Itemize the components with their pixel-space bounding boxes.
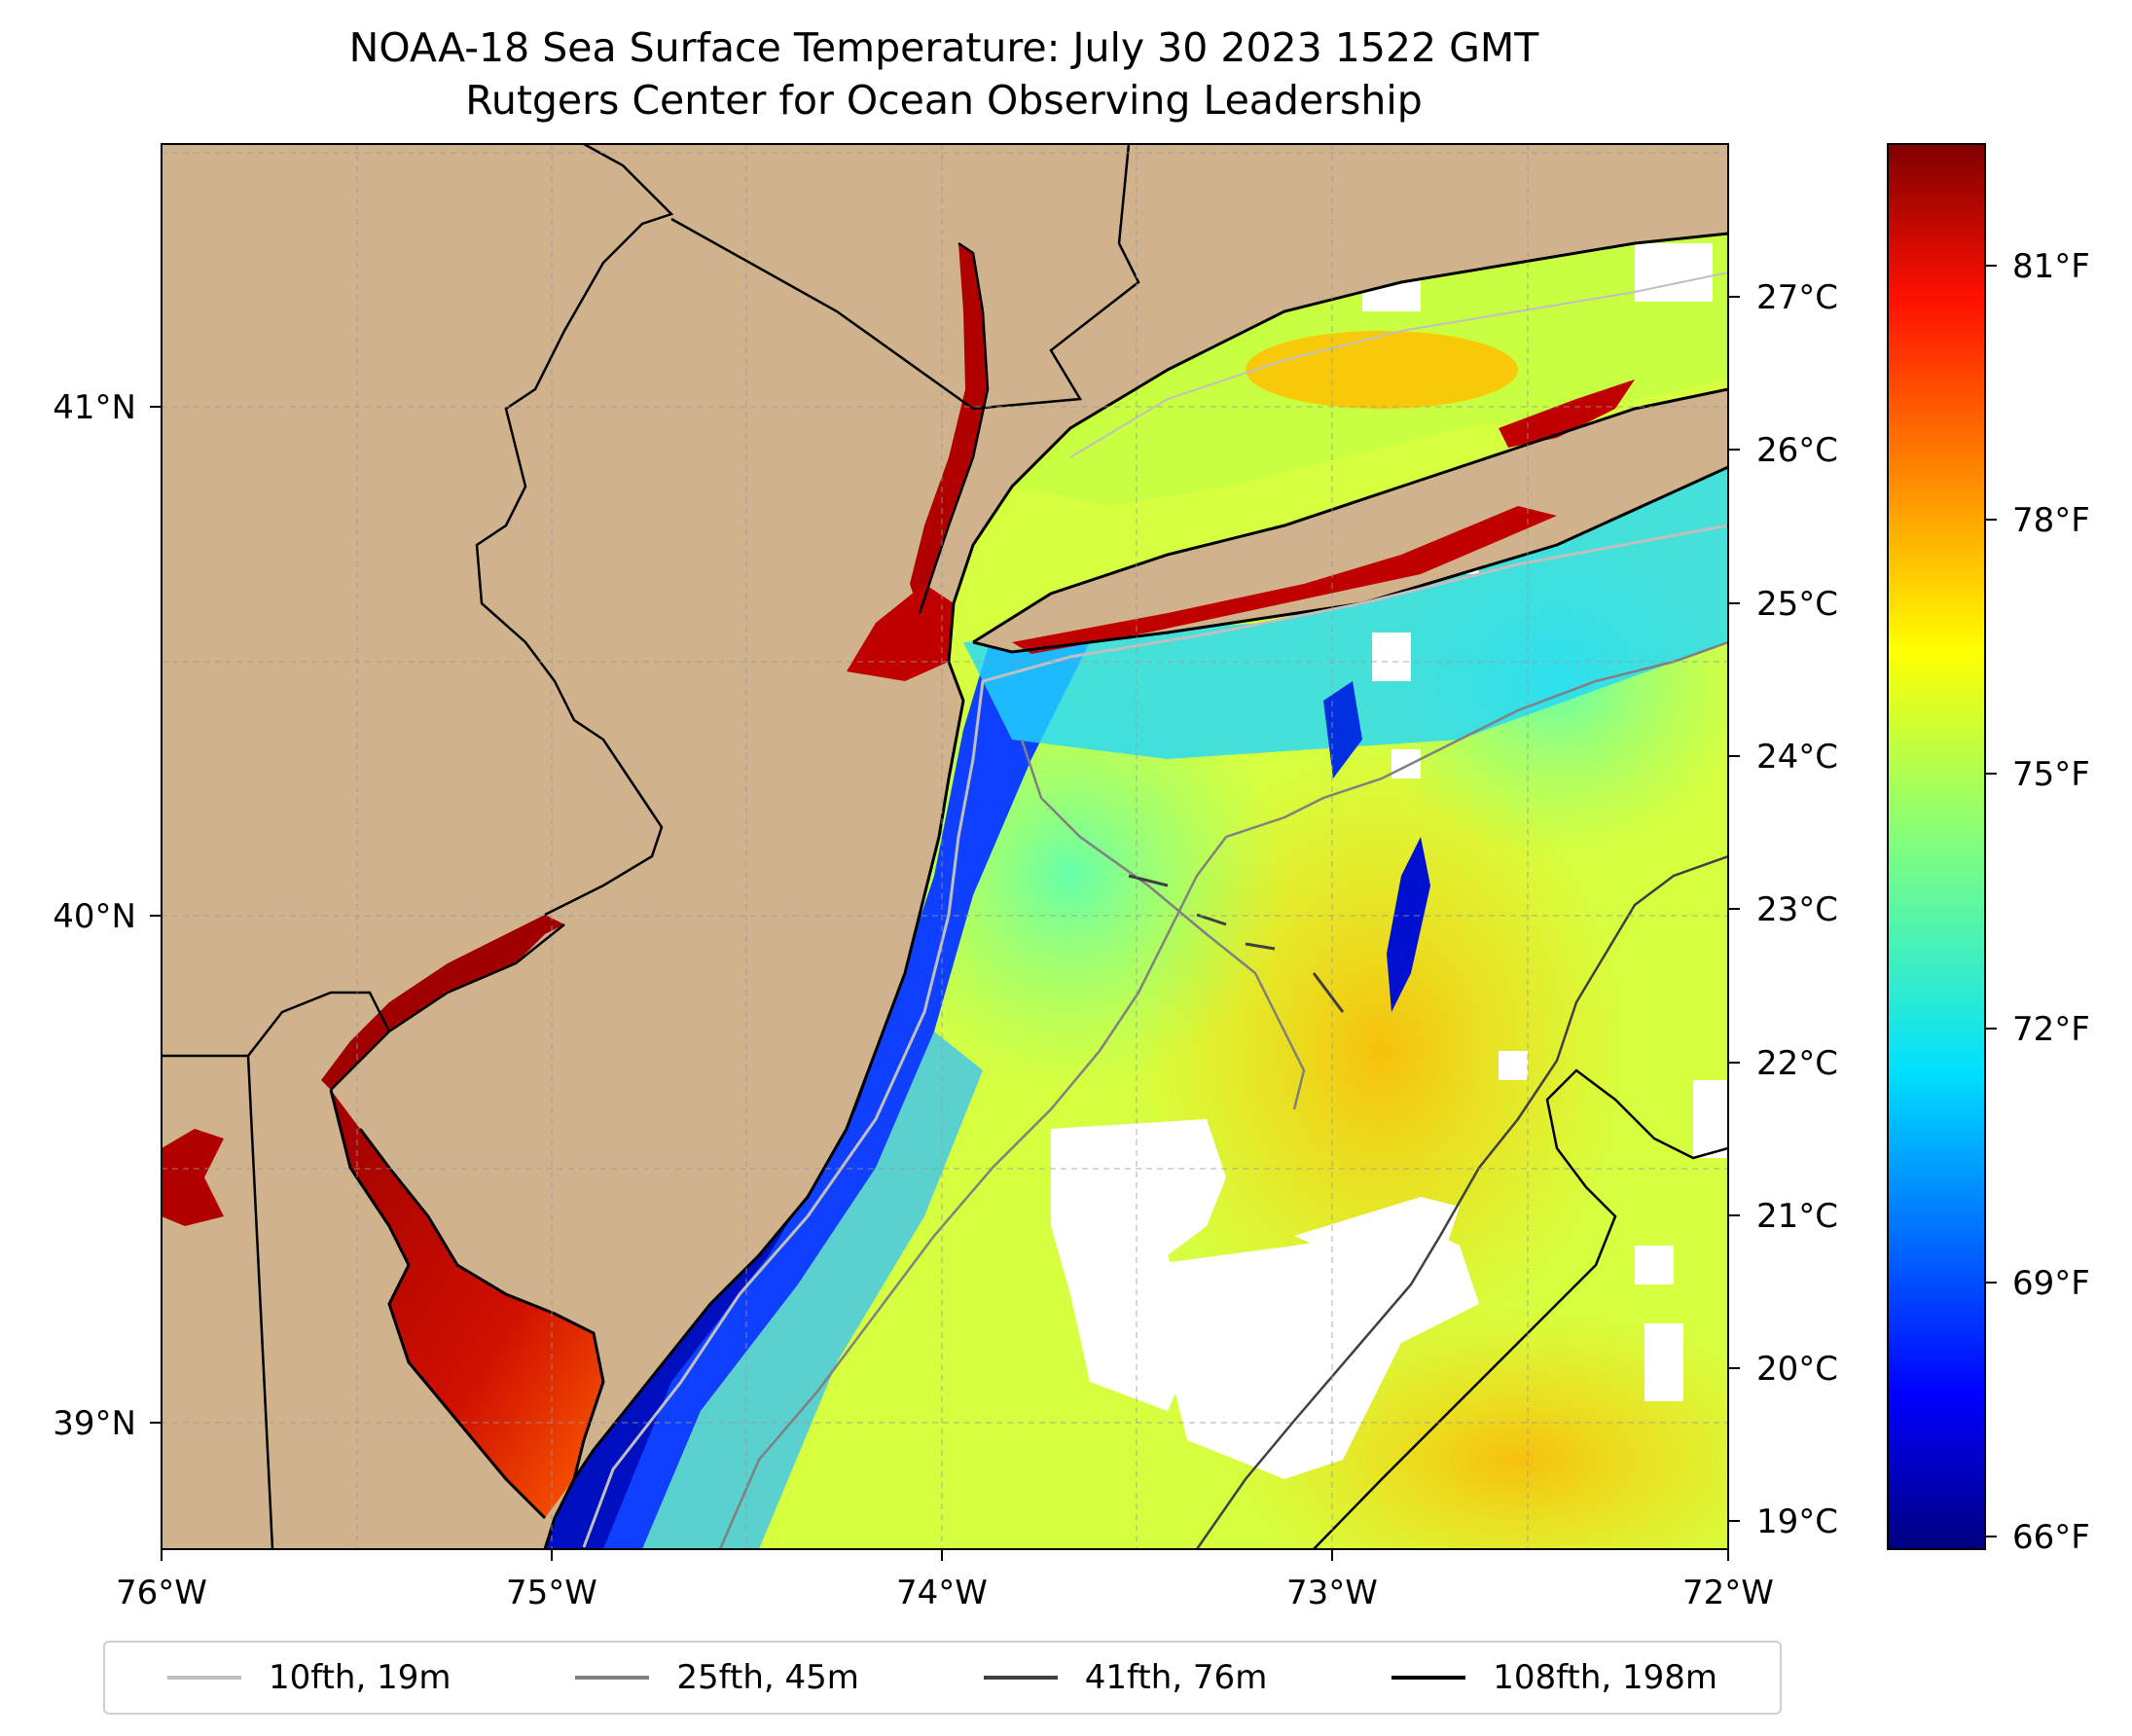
fahrenheit-tick-label: 69°F [2012,1264,2090,1303]
fahrenheit-tick-label: 72°F [2012,1010,2090,1049]
fahrenheit-tick-label: 81°F [2012,247,2090,286]
x-tick-label: 73°W [1286,1573,1378,1612]
celsius-tick-label: 22°C [1756,1044,1838,1083]
legend-item-10fth: 10fth, 19m [166,1658,452,1697]
contour-10fth [582,524,1728,1548]
river-outline [330,241,990,1091]
celsius-tick-label: 27°C [1756,278,1838,317]
contour-41fth [1195,854,1728,1549]
land-long-island [973,389,1728,652]
legend-swatch-light-gray [166,1676,241,1680]
fahrenheit-tick-label: 78°F [2012,501,2090,540]
no-data-patch [1693,1080,1728,1158]
celsius-tick-label: 26°C [1756,431,1838,470]
contour-10fth-sound [1069,271,1728,458]
contour-legend: 10fth, 19m 25fth, 45m 41fth, 76m 108fth,… [103,1641,1782,1715]
state-border-de-md [162,991,391,1549]
x-tick-label: 72°W [1682,1573,1774,1612]
legend-item-108fth: 108fth, 198m [1391,1658,1717,1697]
coastline [543,232,1728,1549]
celsius-tick-label: 25°C [1756,585,1838,624]
x-tick-label: 76°W [116,1573,207,1612]
cyan-shelf-south [642,1031,983,1549]
celsius-tick-label: 20°C [1756,1350,1838,1389]
x-tick-label: 75°W [506,1573,597,1612]
map-plot-area [162,144,1728,1549]
title-line-1: NOAA-18 Sea Surface Temperature: July 30… [348,24,1539,71]
contour-108fth [1313,1068,1728,1549]
no-data-patch [1391,749,1421,778]
fahrenheit-tick-label: 66°F [2012,1518,2090,1557]
celsius-tick-label: 24°C [1756,738,1838,777]
celsius-tick-label: 21°C [1756,1197,1838,1236]
x-axis: 76°W 75°W 74°W 73°W 72°W [116,1549,1774,1612]
no-data-patch [1499,1051,1528,1080]
legend-label: 25fth, 45m [676,1658,859,1697]
delaware-bay-water [331,1090,603,1518]
legend-swatch-black [1391,1676,1466,1680]
cold-filament-2 [1323,681,1362,778]
legend-swatch-gray [575,1676,650,1680]
gridlines [162,144,1728,1549]
legend-label: 41fth, 76m [1084,1658,1268,1697]
y-tick-label: 39°N [53,1404,136,1443]
peconic-bay [1499,380,1635,448]
state-border-nj-pa [475,144,674,917]
raritan-bay [847,584,954,681]
legend-item-41fth: 41fth, 76m [983,1658,1268,1697]
legend-label: 10fth, 19m [268,1658,452,1697]
no-data-patch [1635,1246,1674,1284]
sound-warm-core [1246,331,1518,409]
fahrenheit-tick-label: 75°F [2012,755,2090,794]
long-island-coastline [972,387,1728,654]
x-tick-label: 74°W [896,1573,988,1612]
no-data-cloud-east [1294,1197,1460,1275]
hudson-river [910,243,988,613]
state-border-ny-nj [670,217,974,411]
celsius-tick-label: 19°C [1756,1502,1838,1541]
legend-label: 108fth, 198m [1493,1658,1717,1697]
title-line-2: Rutgers Center for Ocean Observing Leade… [465,77,1423,124]
legend-swatch-dark-gray [983,1676,1058,1680]
map-frame [161,143,1729,1550]
south-shore-bays [1012,506,1557,654]
chesapeake-inlet [162,1129,224,1226]
map-title: NOAA-18 Sea Surface Temperature: July 30… [0,21,1888,127]
y-tick-label: 41°N [53,388,136,427]
legend-item-25fth: 25fth, 45m [575,1658,859,1697]
no-data-cloud-large [1148,1226,1479,1479]
no-data-patch [1644,1323,1683,1401]
cold-filament [1387,837,1430,1012]
no-data-patch [1635,243,1713,302]
celsius-axis: 27°C 26°C 25°C 24°C 23°C 22°C 21°C 20°C … [1728,278,1838,1541]
contour-41fth-blobs [1128,874,1345,1013]
y-axis: 41°N 40°N 39°N [53,388,162,1443]
colorbar: 81°F 78°F 75°F 72°F 69°F 66°F [1887,143,2090,1557]
contour-25fth-ridge [1020,739,1306,1110]
bay-coastline [329,1089,605,1520]
y-tick-label: 40°N [53,897,136,936]
no-data-patch [1372,633,1411,681]
colorbar-gradient [1887,143,1986,1550]
land-mainland [162,144,1728,1549]
cool-shelf-band [963,467,1728,759]
celsius-tick-label: 23°C [1756,890,1838,929]
delaware-river [321,915,564,1090]
contour-25fth [718,640,1728,1549]
state-border-ny-ct [972,144,1140,411]
